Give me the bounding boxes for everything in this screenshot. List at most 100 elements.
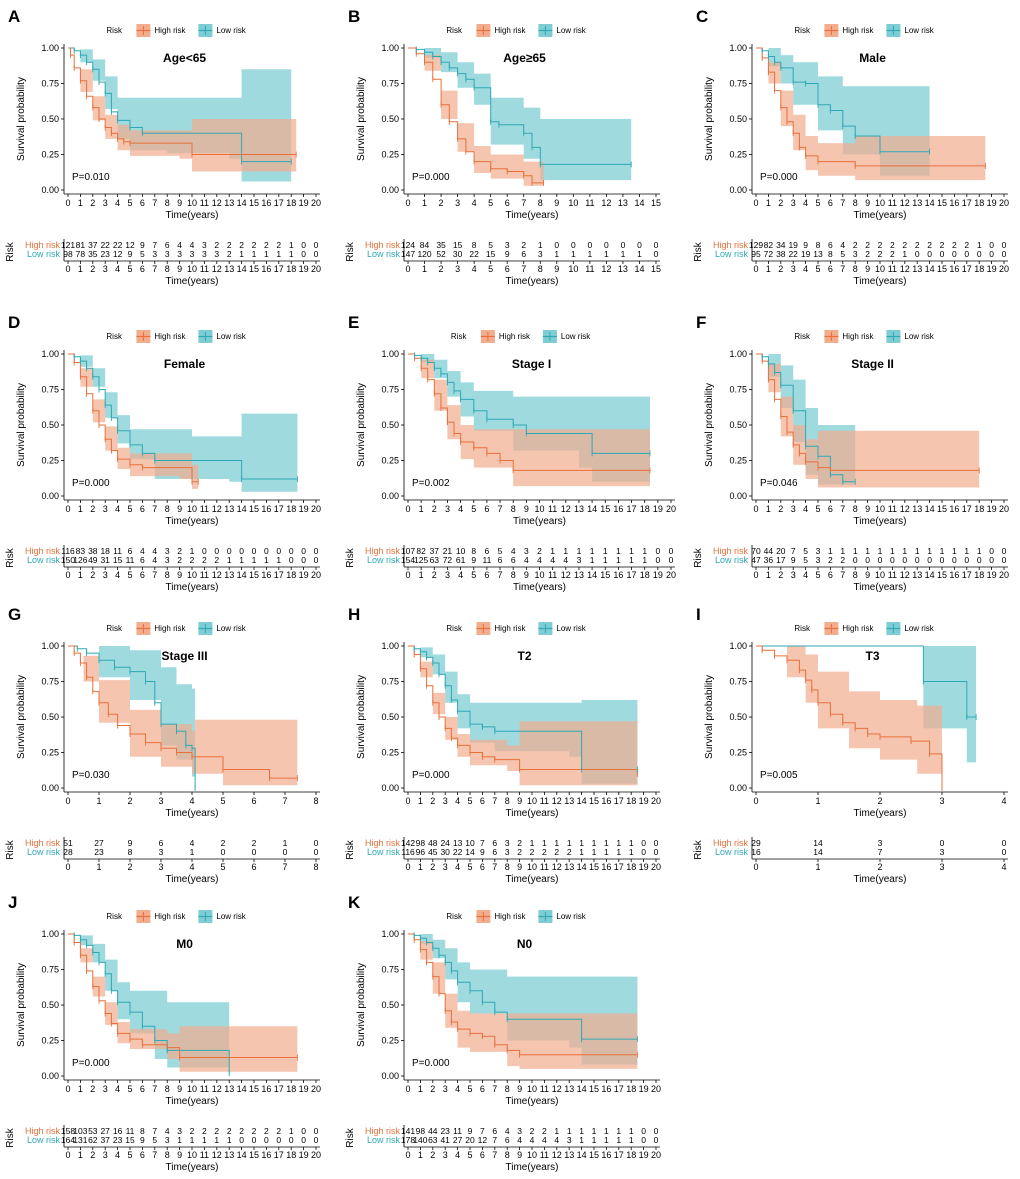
risk-x-tick-label: 19 <box>299 570 309 580</box>
p-value: P=0.000 <box>412 172 450 183</box>
risk-table-label: Risk <box>345 547 356 567</box>
x-tick-label: 10 <box>187 1084 197 1094</box>
risk-x-tick-label: 12 <box>212 570 222 580</box>
x-tick-label: 3 <box>455 198 460 208</box>
risk-x-tick-label: 2 <box>877 862 882 872</box>
risk-count-high: 0 <box>301 240 306 250</box>
risk-x-tick-label: 17 <box>274 570 284 580</box>
y-axis-label: Survival probability <box>704 675 715 759</box>
risk-x-tick-label: 3 <box>791 264 796 274</box>
y-tick-label: 0.75 <box>729 79 747 89</box>
x-tick-label: 13 <box>564 796 574 806</box>
risk-count-high: 0 <box>621 240 626 250</box>
y-tick-label: 0.75 <box>41 79 59 89</box>
x-tick-label: 17 <box>614 796 624 806</box>
risk-x-tick-label: 0 <box>65 1150 70 1160</box>
risk-x-tick-label: 12 <box>561 570 571 580</box>
x-tick-label: 9 <box>524 504 529 514</box>
legend-title: Risk <box>446 624 463 633</box>
risk-x-tick-label: 18 <box>626 862 636 872</box>
x-tick-label: 3 <box>445 504 450 514</box>
x-tick-label: 18 <box>640 504 650 514</box>
risk-row-high-label: High risk <box>25 1126 61 1136</box>
high-risk-curve <box>408 933 638 1056</box>
risk-count-low: 0 <box>289 555 294 565</box>
risk-count-high: 18 <box>100 546 110 556</box>
risk-count-high: 2 <box>276 240 281 250</box>
y-tick-label: 0.00 <box>41 783 59 793</box>
risk-count-high: 2 <box>952 240 957 250</box>
risk-row-high-label: High risk <box>713 838 749 848</box>
y-axis-label: Survival probability <box>16 963 27 1047</box>
risk-row-low-label: Low risk <box>27 1135 61 1145</box>
x-tick-label: 11 <box>540 1084 549 1094</box>
x-tick-label: 18 <box>286 504 296 514</box>
risk-count-low: 35 <box>88 249 98 259</box>
risk-x-tick-label: 9 <box>517 1150 522 1160</box>
risk-count-low: 4 <box>563 555 568 565</box>
x-tick-label: 12 <box>212 1084 222 1094</box>
risk-x-tick-label: 7 <box>492 862 497 872</box>
risk-row-high-label: High risk <box>365 546 401 556</box>
x-tick-label: 1 <box>96 796 101 806</box>
x-tick-label: 2 <box>430 1084 435 1094</box>
risk-count-high: 2 <box>252 240 257 250</box>
risk-count-low: 14 <box>465 847 475 857</box>
low-risk-curve <box>68 47 292 163</box>
risk-count-high: 1 <box>878 546 883 556</box>
risk-count-high: 13 <box>453 838 463 848</box>
risk-x-tick-label: 14 <box>634 264 644 274</box>
risk-x-tick-label: 14 <box>237 264 247 274</box>
risk-x-tick-label: 20 <box>311 1150 321 1160</box>
risk-count-high: 1 <box>890 546 895 556</box>
risk-x-tick-label: 20 <box>666 570 676 580</box>
risk-x-tick-label: 4 <box>1001 862 1006 872</box>
risk-count-low: 3 <box>165 249 170 259</box>
risk-x-tick-label: 16 <box>949 264 959 274</box>
x-tick-label: 7 <box>840 504 845 514</box>
y-tick-label: 1.00 <box>41 641 59 651</box>
risk-x-axis-label: Time(years) <box>506 1162 559 1173</box>
x-tick-label: 16 <box>261 504 271 514</box>
risk-x-tick-label: 10 <box>534 570 544 580</box>
x-tick-label: 14 <box>237 1084 247 1094</box>
risk-row-low-label: Low risk <box>367 847 401 857</box>
risk-x-tick-label: 5 <box>467 862 472 872</box>
x-tick-label: 13 <box>574 504 584 514</box>
risk-count-high: 51 <box>63 838 73 848</box>
x-tick-label: 16 <box>261 1084 271 1094</box>
risk-count-low: 1 <box>579 1135 584 1145</box>
x-tick-label: 10 <box>527 1084 537 1094</box>
x-tick-label: 2 <box>430 796 435 806</box>
risk-count-low: 1 <box>239 249 244 259</box>
risk-count-high: 4 <box>165 1126 170 1136</box>
panel-title: Age<65 <box>163 51 206 65</box>
risk-count-low: 31 <box>100 555 110 565</box>
x-tick-label: 6 <box>484 504 489 514</box>
risk-count-low: 30 <box>440 847 450 857</box>
risk-row-low-label: Low risk <box>27 555 61 565</box>
risk-table-label: Risk <box>5 1127 16 1147</box>
risk-count-high: 3 <box>202 240 207 250</box>
risk-count-low: 0 <box>902 555 907 565</box>
risk-count-low: 0 <box>977 555 982 565</box>
risk-count-low: 2 <box>202 555 207 565</box>
risk-x-tick-label: 7 <box>521 264 526 274</box>
x-tick-label: 2 <box>877 796 882 806</box>
legend-high-label: High risk <box>154 26 186 35</box>
risk-count-low: 9 <box>505 249 510 259</box>
risk-x-tick-label: 10 <box>875 570 885 580</box>
risk-x-tick-label: 0 <box>753 264 758 274</box>
x-tick-label: 7 <box>492 1084 497 1094</box>
p-value: P=0.000 <box>760 172 798 183</box>
risk-count-high: 9 <box>140 240 145 250</box>
risk-x-tick-label: 5 <box>488 264 493 274</box>
risk-x-tick-label: 7 <box>152 1150 157 1160</box>
x-tick-label: 17 <box>962 198 972 208</box>
x-tick-label: 6 <box>505 198 510 208</box>
risk-count-high: 6 <box>828 240 833 250</box>
risk-count-low: 0 <box>314 249 319 259</box>
x-tick-label: 4 <box>803 504 808 514</box>
risk-count-high: 1 <box>579 1126 584 1136</box>
y-tick-label: 0.25 <box>729 456 747 466</box>
